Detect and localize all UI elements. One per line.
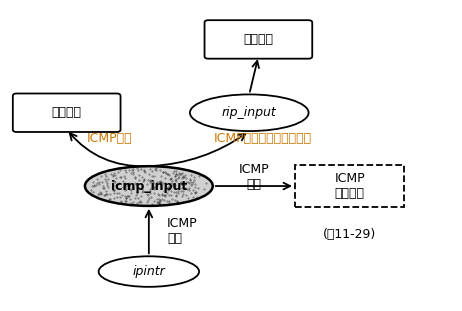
Text: ICMP
报文: ICMP 报文 <box>167 217 198 245</box>
Ellipse shape <box>85 166 213 206</box>
Text: icmp_input: icmp_input <box>111 179 187 193</box>
Text: rip_input: rip_input <box>222 106 277 119</box>
Ellipse shape <box>190 95 309 131</box>
FancyBboxPatch shape <box>13 94 121 132</box>
Text: (图11-29): (图11-29) <box>323 228 377 241</box>
FancyBboxPatch shape <box>205 20 312 59</box>
Ellipse shape <box>98 256 199 287</box>
Text: ICMP
应答: ICMP 应答 <box>238 163 269 191</box>
Text: ipintr: ipintr <box>133 265 165 278</box>
Text: ICMP差错: ICMP差错 <box>87 132 133 145</box>
Text: 传输协议: 传输协议 <box>52 106 82 119</box>
FancyBboxPatch shape <box>295 165 404 207</box>
Text: 应用程序: 应用程序 <box>243 33 274 46</box>
Text: ICMP差错应答和未知报文: ICMP差错应答和未知报文 <box>214 132 312 145</box>
Text: ICMP
输出处理: ICMP 输出处理 <box>334 172 365 200</box>
